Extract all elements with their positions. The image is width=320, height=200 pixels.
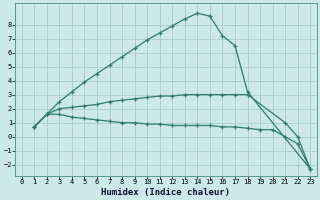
X-axis label: Humidex (Indice chaleur): Humidex (Indice chaleur): [101, 188, 230, 197]
